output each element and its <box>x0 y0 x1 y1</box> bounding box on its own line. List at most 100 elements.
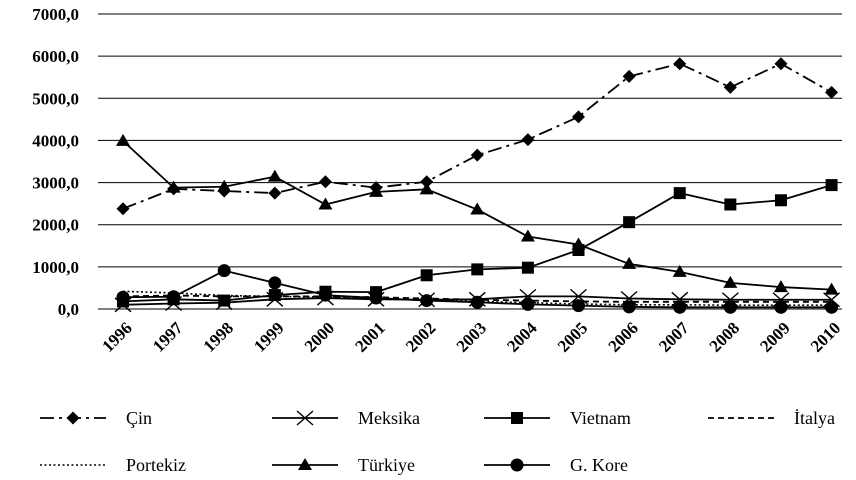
data-point <box>369 291 383 305</box>
y-tick-label: 1000,0 <box>32 258 79 277</box>
data-point <box>268 186 282 200</box>
x-tick-label: 2007 <box>655 318 693 356</box>
data-point <box>521 297 535 311</box>
x-axis-ticks: 1996 1997 1998 1999 2000 2001 2002 2003 2004 2005… <box>98 318 844 356</box>
x-tick-label: 2003 <box>453 318 490 355</box>
data-point <box>420 269 433 282</box>
data-point <box>773 280 788 293</box>
legend-label: Meksika <box>358 408 420 428</box>
data-point <box>116 133 130 146</box>
legend-marker <box>296 410 314 426</box>
legend-label: Türkiye <box>358 455 415 475</box>
legend-item: Türkiye <box>272 455 415 475</box>
x-tick-label: 2005 <box>554 318 591 355</box>
data-point <box>622 256 637 269</box>
legend: Çin Meksika Vietnam İtalya Portekiz Türkiye G.… <box>40 408 835 475</box>
legend-item: G. Kore <box>484 455 628 475</box>
legend-label: Çin <box>126 408 152 428</box>
data-point <box>620 290 638 306</box>
y-tick-label: 0,0 <box>58 300 79 319</box>
data-point <box>318 175 332 189</box>
data-point <box>420 294 434 308</box>
data-point <box>774 57 788 71</box>
data-point <box>622 69 636 83</box>
series-group <box>116 133 839 295</box>
data-point <box>724 198 737 211</box>
data-point <box>217 264 231 278</box>
legend-label: Vietnam <box>570 408 631 428</box>
legend-label: G. Kore <box>570 455 628 475</box>
x-tick-label: 1998 <box>200 318 237 355</box>
series-group <box>116 264 839 314</box>
data-point <box>217 179 232 192</box>
legend-label: İtalya <box>794 408 835 428</box>
legend-marker <box>66 411 80 425</box>
data-point <box>116 202 130 216</box>
series-group <box>117 179 838 308</box>
data-point <box>470 295 484 309</box>
x-tick-label: 2006 <box>604 318 641 355</box>
data-point <box>672 264 687 277</box>
x-marker-stroke <box>296 410 314 426</box>
grid-lines <box>98 13 842 310</box>
x-tick-label: 2000 <box>301 318 338 355</box>
data-point <box>825 300 839 314</box>
data-point <box>774 300 788 314</box>
data-point <box>572 299 586 313</box>
data-point <box>369 184 384 197</box>
y-axis-ticks: 0,0 1000,0 2000,0 3000,0 4000,0 5000,0 6000,0 7… <box>32 5 79 319</box>
data-point <box>622 300 636 314</box>
data-point <box>825 85 839 99</box>
data-point <box>420 175 434 189</box>
data-point <box>267 169 282 182</box>
data-point <box>166 180 181 193</box>
data-point <box>419 182 434 195</box>
x-tick-label: 2010 <box>807 318 844 355</box>
legend-item: İtalya <box>708 408 835 428</box>
y-tick-label: 3000,0 <box>32 174 79 193</box>
data-point <box>167 290 181 304</box>
series-line <box>122 62 833 210</box>
data-point <box>470 202 485 215</box>
y-tick-label: 7000,0 <box>32 5 79 24</box>
x-tick-label: 2001 <box>351 318 388 355</box>
legend-label: Portekiz <box>126 455 186 475</box>
legend-marker <box>511 412 523 424</box>
data-point <box>521 261 534 274</box>
data-point <box>116 290 130 304</box>
data-point <box>520 229 535 242</box>
y-tick-label: 5000,0 <box>32 89 79 108</box>
series-group <box>122 290 832 307</box>
data-point <box>825 179 838 192</box>
data-point <box>471 263 484 276</box>
x-tick-label: 2002 <box>402 318 439 355</box>
data-point <box>571 237 586 250</box>
data-point <box>723 275 738 288</box>
data-point <box>673 187 686 200</box>
data-point <box>470 148 484 162</box>
legend-item: Portekiz <box>40 455 186 475</box>
data-point <box>218 294 231 307</box>
x-tick-label: 2008 <box>706 318 743 355</box>
data-point <box>268 289 281 302</box>
legend-marker <box>510 458 524 472</box>
y-tick-label: 6000,0 <box>32 47 79 66</box>
legend-marker <box>298 458 312 470</box>
data-point <box>318 288 332 302</box>
legend-item: Meksika <box>272 408 420 428</box>
data-point <box>572 110 586 124</box>
data-point <box>774 194 787 207</box>
x-tick-label: 1997 <box>149 318 187 356</box>
x-marker-stroke <box>620 290 638 306</box>
data-point <box>723 300 737 314</box>
x-tick-label: 2004 <box>503 318 541 356</box>
series-line <box>122 290 832 307</box>
data-point <box>268 276 282 290</box>
y-tick-label: 4000,0 <box>32 131 79 150</box>
x-tick-label: 1996 <box>98 318 135 355</box>
data-point <box>673 300 687 314</box>
data-point <box>521 133 535 147</box>
legend-item: Vietnam <box>484 408 631 428</box>
data-point <box>673 57 687 71</box>
